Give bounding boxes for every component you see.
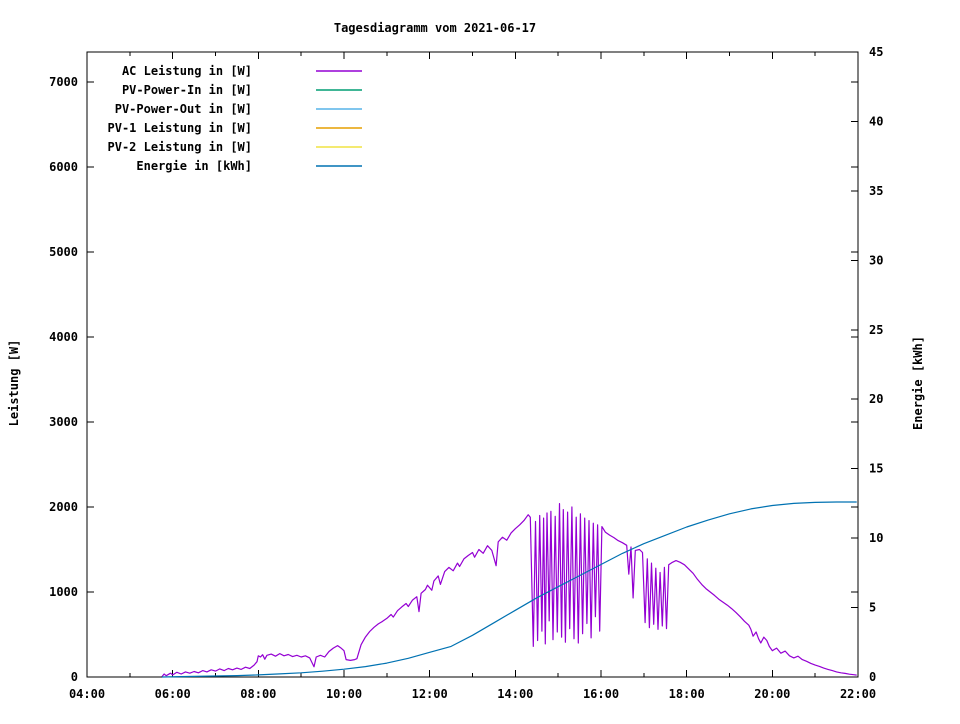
y-right-tick-label: 35 (869, 184, 883, 198)
y-right-tick-label: 25 (869, 323, 883, 337)
y-right-tick-label: 40 (869, 114, 883, 128)
y-axis-label-left: Leistung [W] (7, 340, 21, 427)
y-right-tick-label: 30 (869, 253, 883, 267)
legend-label-2: PV-Power-In in [W] (122, 83, 252, 97)
y-left-tick-label: 2000 (49, 500, 78, 514)
legend-label-3: PV-Power-Out in [W] (115, 102, 252, 116)
y-right-tick-label: 20 (869, 392, 883, 406)
y-left-tick-label: 1000 (49, 585, 78, 599)
legend-label-6: Energie in [kWh] (136, 159, 252, 173)
y-left-tick-label: 6000 (49, 160, 78, 174)
ac-leistung-line (161, 503, 857, 677)
y-right-tick-label: 10 (869, 531, 883, 545)
x-tick-label: 06:00 (155, 687, 191, 701)
y-left-tick-label: 4000 (49, 330, 78, 344)
axes: 04:00 06:00 08:00 10:00 12:00 14:00 16:00 18:00… (49, 45, 883, 701)
legend-label-1: AC Leistung in [W] (122, 64, 252, 78)
energie-line (161, 501, 857, 678)
x-tick-label: 20:00 (754, 687, 790, 701)
x-tick-label: 04:00 (69, 687, 105, 701)
y-right-tick-label: 5 (869, 601, 876, 615)
y-left-tick-label: 0 (71, 670, 78, 684)
y-right-tick-label: 45 (869, 45, 883, 59)
legend-label-5: PV-2 Leistung in [W] (108, 140, 253, 154)
x-tick-label: 12:00 (412, 687, 448, 701)
legend-label-4: PV-1 Leistung in [W] (108, 121, 253, 135)
y-right-tick-label: 15 (869, 462, 883, 476)
x-tick-label: 18:00 (669, 687, 705, 701)
y-right-tick-label: 0 (869, 670, 876, 684)
series-lines (161, 501, 857, 678)
y-left-tick-label: 3000 (49, 415, 78, 429)
chart-title: Tagesdiagramm vom 2021-06-17 (334, 21, 536, 35)
x-tick-label: 08:00 (240, 687, 276, 701)
y-left-tick-label: 5000 (49, 245, 78, 259)
y-axis-label-right: Energie [kWh] (911, 336, 925, 430)
x-tick-label: 14:00 (497, 687, 533, 701)
x-tick-label: 10:00 (326, 687, 362, 701)
legend: AC Leistung in [W] PV-Power-In in [W] PV-P… (108, 64, 362, 173)
x-tick-label: 22:00 (840, 687, 876, 701)
y-left-tick-label: 7000 (49, 75, 78, 89)
x-tick-label: 16:00 (583, 687, 619, 701)
